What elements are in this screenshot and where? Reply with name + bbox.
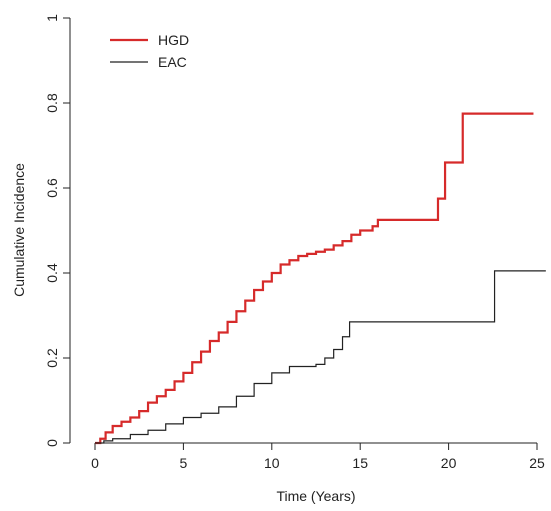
x-tick-label: 5	[180, 455, 188, 471]
y-ticks: 0 0.2 0.4 0.6 0.8 1	[44, 14, 70, 447]
x-axis-title: Time (Years)	[276, 488, 355, 504]
series-layer	[95, 112, 546, 445]
y-tick-label: 0.8	[44, 93, 60, 113]
x-tick-label: 15	[352, 455, 368, 471]
x-tick-label: 25	[529, 455, 545, 471]
x-ticks: 0 5 10 15 20 25	[91, 443, 545, 471]
axes	[69, 18, 537, 444]
y-tick-label: 0	[44, 439, 60, 447]
y-axis-title: Cumulative Incidence	[11, 163, 27, 297]
x-tick-label: 20	[441, 455, 457, 471]
series-line-hgd	[95, 112, 534, 445]
legend: HGD EAC	[110, 32, 189, 70]
y-tick-label: 0.2	[44, 348, 60, 368]
series-line-eac	[95, 270, 546, 444]
y-tick-label: 0.6	[44, 178, 60, 198]
x-tick-label: 0	[91, 455, 99, 471]
legend-label-eac: EAC	[158, 54, 187, 70]
legend-label-hgd: HGD	[158, 32, 189, 48]
x-tick-label: 10	[264, 455, 280, 471]
y-tick-label: 0.4	[44, 263, 60, 283]
y-tick-label: 1	[44, 14, 60, 22]
